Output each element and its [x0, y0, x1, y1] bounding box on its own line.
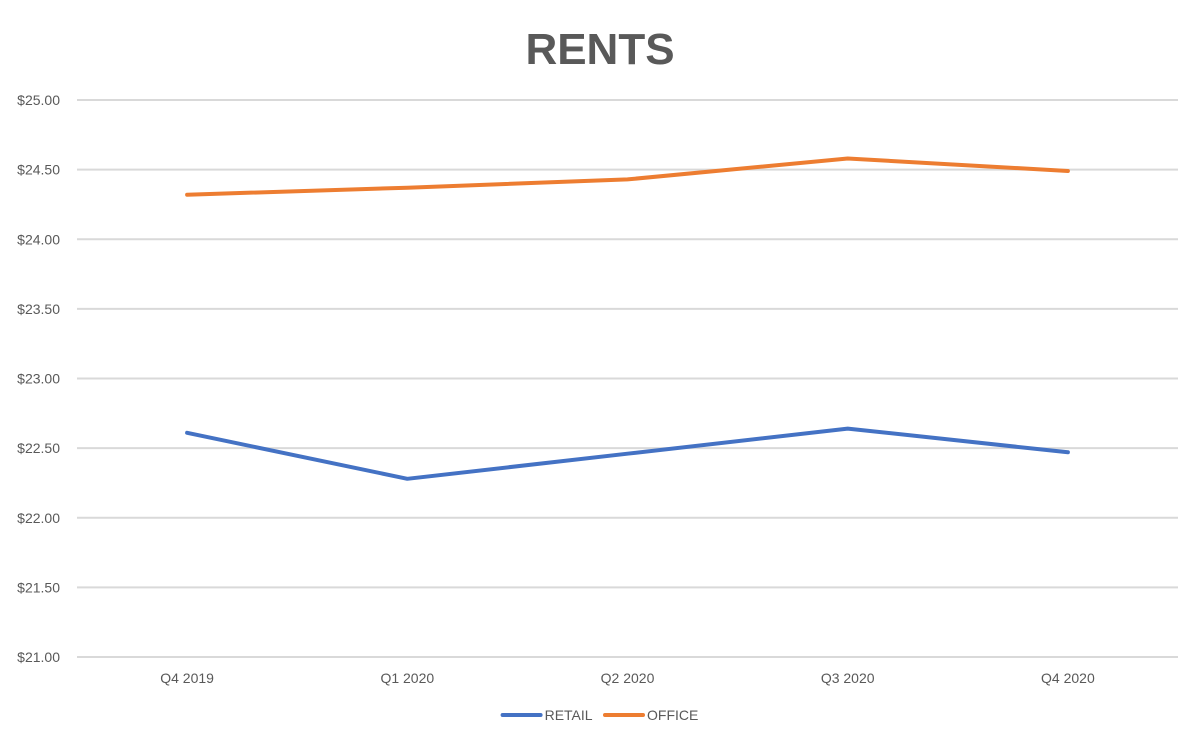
legend: RETAIL OFFICE — [500, 707, 698, 723]
legend-label: OFFICE — [647, 707, 698, 723]
y-tick-label: $24.00 — [17, 231, 60, 247]
y-tick-label: $22.00 — [17, 510, 60, 526]
series-line-retail — [185, 426, 1070, 481]
y-tick-label: $24.50 — [17, 162, 60, 178]
y-tick-label: $21.50 — [17, 579, 60, 595]
y-tick-label: $23.00 — [17, 371, 60, 387]
series-line-office — [185, 156, 1070, 197]
legend-item-retail: RETAIL — [500, 707, 593, 723]
x-tick-label: Q4 2020 — [1041, 670, 1095, 686]
x-tick-label: Q1 2020 — [380, 670, 434, 686]
legend-label: RETAIL — [545, 707, 593, 723]
x-tick-label: Q4 2019 — [160, 670, 214, 686]
x-tick-label: Q2 2020 — [601, 670, 655, 686]
chart-title: RENTS — [525, 25, 674, 74]
x-tick-label: Q3 2020 — [821, 670, 875, 686]
x-axis-tick-labels: Q4 2019 Q1 2020 Q2 2020 Q3 2020 Q4 2020 — [160, 670, 1095, 686]
legend-item-office: OFFICE — [603, 707, 698, 723]
series-lines — [185, 156, 1070, 481]
y-tick-label: $22.50 — [17, 440, 60, 456]
y-tick-label: $21.00 — [17, 649, 60, 665]
y-axis-tick-labels: $21.00 $21.50 $22.00 $22.50 $23.00 $23.50 $24.… — [17, 92, 60, 665]
y-tick-label: $25.00 — [17, 92, 60, 108]
y-tick-label: $23.50 — [17, 301, 60, 317]
gridlines — [77, 99, 1178, 658]
